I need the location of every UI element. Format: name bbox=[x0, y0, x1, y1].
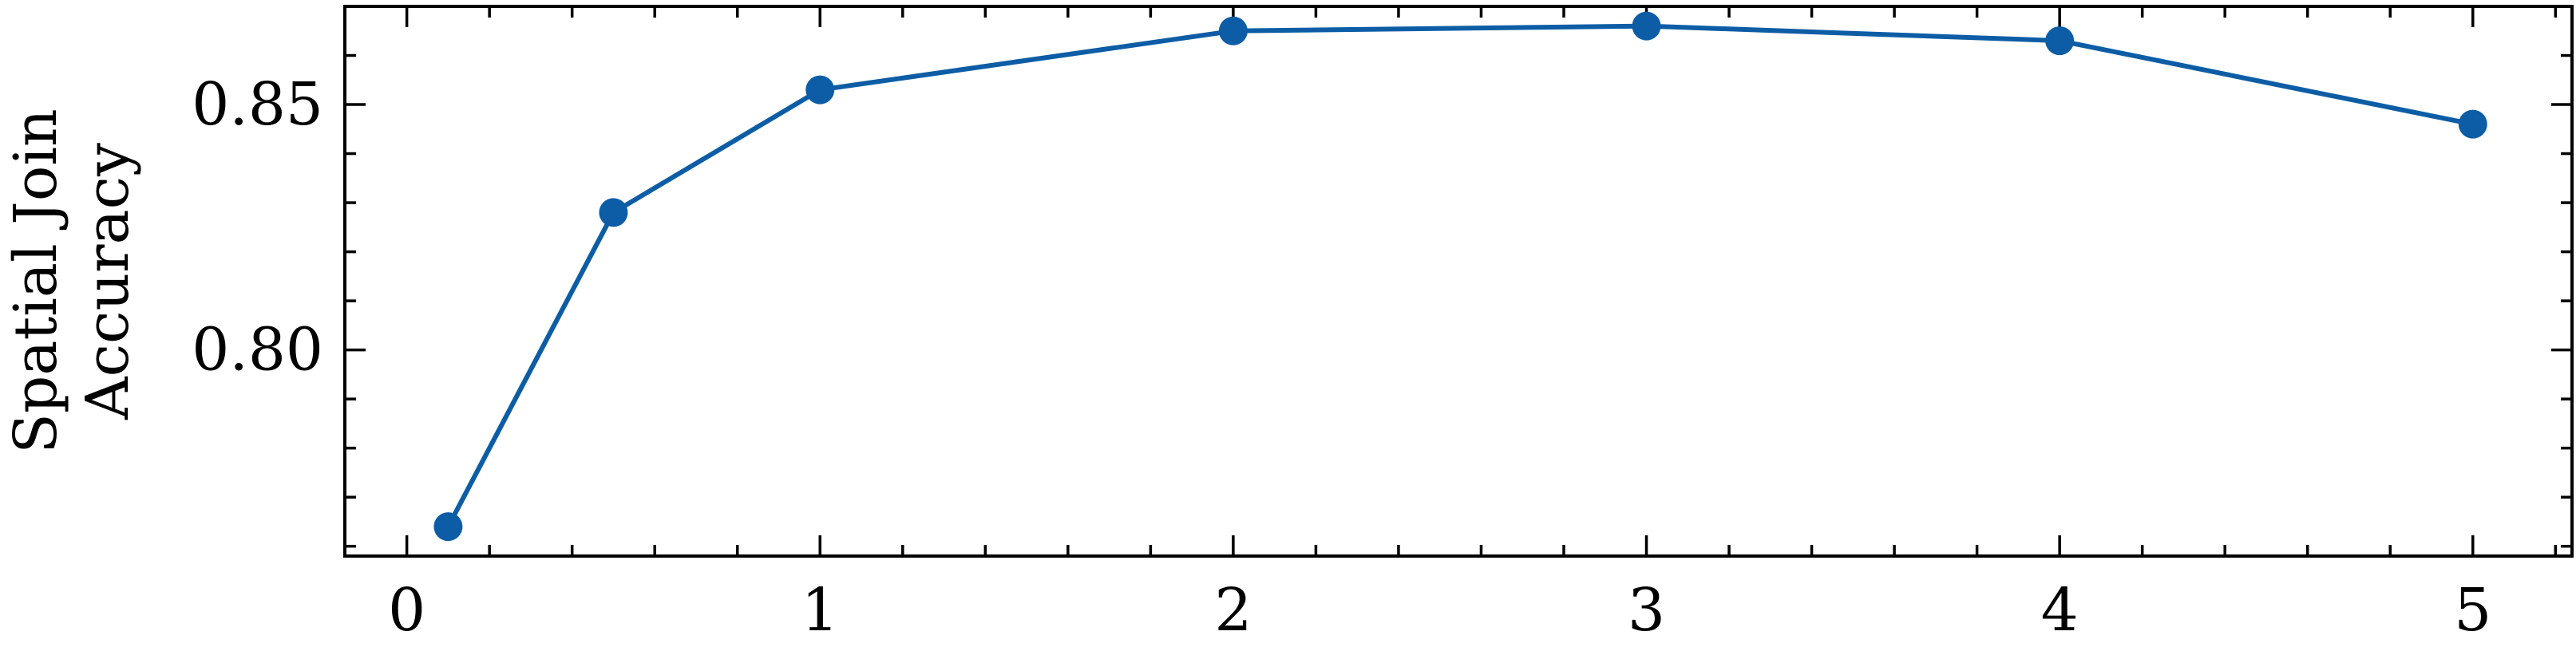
y-axis-title-line-1: Spatial Join bbox=[2, 108, 70, 453]
data-point bbox=[1218, 16, 1248, 45]
major-ticks bbox=[345, 6, 2572, 556]
y-tick-labels: 0.80 0.85 bbox=[192, 70, 323, 385]
data-point bbox=[599, 198, 628, 227]
x-tick-label: 1 bbox=[801, 576, 839, 645]
y-axis-title-line-2: Accuracy bbox=[73, 143, 142, 420]
x-tick-labels: 0 1 2 3 4 5 bbox=[388, 576, 2491, 645]
y-tick-label: 0.80 bbox=[192, 316, 323, 385]
x-tick-label: 3 bbox=[1628, 576, 1665, 645]
data-point bbox=[433, 512, 463, 542]
series-layer bbox=[433, 11, 2487, 542]
data-point bbox=[2045, 26, 2075, 56]
plot-frame bbox=[343, 5, 2574, 558]
y-tick-label: 0.85 bbox=[192, 70, 323, 139]
x-tick-label: 0 bbox=[388, 576, 425, 645]
x-tick-label: 5 bbox=[2454, 576, 2491, 645]
data-point bbox=[1632, 11, 1661, 41]
x-tick-label: 2 bbox=[1214, 576, 1252, 645]
data-point bbox=[2458, 109, 2487, 139]
x-tick-label: 4 bbox=[2041, 576, 2079, 645]
data-point bbox=[805, 75, 835, 105]
